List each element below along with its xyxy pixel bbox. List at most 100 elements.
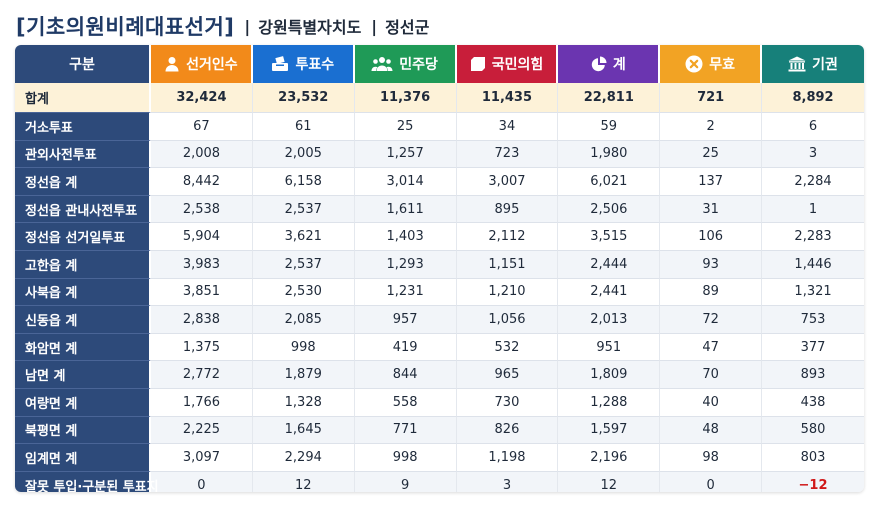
column-header-ppp: 국민의힘 <box>456 45 559 83</box>
column-header-electors: 선거인수 <box>151 45 253 83</box>
row-label: 여량면 계 <box>15 388 151 417</box>
cell-ppp: 1,210 <box>456 278 559 307</box>
table-body: 합계 32,424 23,532 11,376 11,435 22,811 721 8,892… <box>15 83 864 492</box>
cell-invalid: 25 <box>660 140 763 169</box>
cell-votes: 12 <box>252 471 355 492</box>
cell-democratic: 844 <box>354 361 457 389</box>
row-label: 화암면 계 <box>15 333 151 362</box>
cell-electors: 0 <box>151 471 253 492</box>
cell-ppp: 1,056 <box>456 306 559 334</box>
region-label: 강원특별자치도 <box>258 18 362 37</box>
cell-abstain: 3 <box>762 140 864 169</box>
cell-total: 22,811 <box>558 83 661 113</box>
cell-electors: 2,772 <box>151 361 253 389</box>
row-label: 정선읍 관내사전투표 <box>15 195 151 224</box>
cell-electors: 1,375 <box>151 333 253 362</box>
building-icon <box>788 56 806 72</box>
cell-democratic: 1,231 <box>354 278 457 307</box>
column-header-abstain: 기권 <box>762 45 864 83</box>
cell-ppp: 895 <box>456 195 559 224</box>
table-row: 사북읍 계 3,851 2,530 1,231 1,210 2,441 89 1,321 <box>15 278 864 307</box>
cell-abstain: 6 <box>762 113 864 141</box>
table-header-row: 구분 선거인수 투표수 민주당 국민의힘 계 무효 기권 <box>15 45 864 83</box>
table-row: 고한읍 계 3,983 2,537 1,293 1,151 2,444 93 1,446 <box>15 250 864 279</box>
cell-ppp: 826 <box>456 416 559 445</box>
table-row: 남면 계 2,772 1,879 844 965 1,809 70 893 <box>15 361 864 389</box>
cell-abstain: 438 <box>762 389 864 417</box>
cell-abstain: 377 <box>762 334 864 362</box>
cell-democratic: 3,014 <box>354 168 457 196</box>
cell-abstain: 1,321 <box>762 279 864 307</box>
cell-invalid: 47 <box>660 333 763 362</box>
table-row: 정선읍 관내사전투표 2,538 2,537 1,611 895 2,506 31 1 <box>15 195 864 224</box>
cell-abstain: 2,283 <box>762 223 864 251</box>
pie-chart-icon <box>591 56 607 72</box>
cell-invalid: 721 <box>660 83 763 113</box>
row-label: 정선읍 계 <box>15 168 151 196</box>
cell-votes: 2,530 <box>252 278 355 307</box>
row-label: 잘못 투입·구분된 투표지 <box>15 471 159 492</box>
cell-votes: 6,158 <box>252 168 355 196</box>
cell-invalid: 106 <box>660 223 763 251</box>
cell-democratic: 419 <box>354 333 457 362</box>
cell-electors: 1,766 <box>151 388 253 417</box>
cell-invalid: 48 <box>660 416 763 445</box>
table-row: 거소투표 67 61 25 34 59 2 6 <box>15 113 864 141</box>
column-header-label: 무효 <box>709 57 736 73</box>
cell-electors: 2,538 <box>151 195 253 224</box>
cell-democratic: 771 <box>354 416 457 445</box>
column-header-division: 구분 <box>15 45 151 83</box>
cell-democratic: 998 <box>354 444 457 472</box>
table-row: 신동읍 계 2,838 2,085 957 1,056 2,013 72 753 <box>15 306 864 334</box>
cell-total: 2,444 <box>558 250 661 279</box>
cell-democratic: 1,403 <box>354 223 457 251</box>
cell-ppp: 3 <box>456 471 559 492</box>
cell-invalid: 72 <box>660 306 763 334</box>
cell-democratic: 25 <box>354 113 457 141</box>
cell-votes: 1,645 <box>252 416 355 445</box>
column-header-label: 국민의힘 <box>491 57 544 73</box>
cell-ppp: 11,435 <box>456 83 559 113</box>
people-group-icon <box>371 56 393 72</box>
cell-electors: 2,838 <box>151 306 253 334</box>
cell-ppp: 532 <box>456 333 559 362</box>
row-label: 사북읍 계 <box>15 278 151 307</box>
cell-ppp: 1,198 <box>456 444 559 472</box>
column-header-label: 계 <box>612 57 626 73</box>
row-label: 정선읍 선거일투표 <box>15 223 151 251</box>
page-title: [기초의원비례대표선거] <box>16 15 235 39</box>
cell-votes: 2,005 <box>252 140 355 169</box>
cell-abstain: 2,284 <box>762 168 864 196</box>
table-row: 화암면 계 1,375 998 419 532 951 47 377 <box>15 333 864 362</box>
cell-invalid: 70 <box>660 361 763 389</box>
cell-invalid: 0 <box>660 471 763 492</box>
cell-electors: 8,442 <box>151 168 253 196</box>
row-label: 임계면 계 <box>15 444 151 472</box>
results-table: 구분 선거인수 투표수 민주당 국민의힘 계 무효 기권 합계 32,424 23,532 11,3… <box>15 45 864 492</box>
cell-abstain: −12 <box>762 471 864 492</box>
cell-democratic: 9 <box>354 471 457 492</box>
table-row: 관외사전투표 2,008 2,005 1,257 723 1,980 25 3 <box>15 140 864 169</box>
cell-total: 2,506 <box>558 195 661 224</box>
cell-abstain: 803 <box>762 444 864 472</box>
table-row: 북평면 계 2,225 1,645 771 826 1,597 48 580 <box>15 416 864 445</box>
cell-ppp: 34 <box>456 113 559 141</box>
cell-invalid: 40 <box>660 388 763 417</box>
cell-democratic: 957 <box>354 306 457 334</box>
district-label: 정선군 <box>385 18 430 37</box>
cell-invalid: 31 <box>660 195 763 224</box>
row-label: 북평면 계 <box>15 416 151 445</box>
cell-total: 59 <box>558 113 661 141</box>
cell-total: 1,980 <box>558 140 661 169</box>
column-header-label: 민주당 <box>399 57 438 73</box>
column-header-democratic: 민주당 <box>354 45 457 83</box>
row-label: 합계 <box>15 83 151 113</box>
cell-ppp: 965 <box>456 361 559 389</box>
cell-votes: 2,085 <box>252 306 355 334</box>
title-separator: | <box>244 16 251 36</box>
cell-ppp: 3,007 <box>456 168 559 196</box>
cell-invalid: 93 <box>660 250 763 279</box>
cell-electors: 5,904 <box>151 223 253 251</box>
cell-electors: 2,225 <box>151 416 253 445</box>
cell-total: 2,441 <box>558 278 661 307</box>
